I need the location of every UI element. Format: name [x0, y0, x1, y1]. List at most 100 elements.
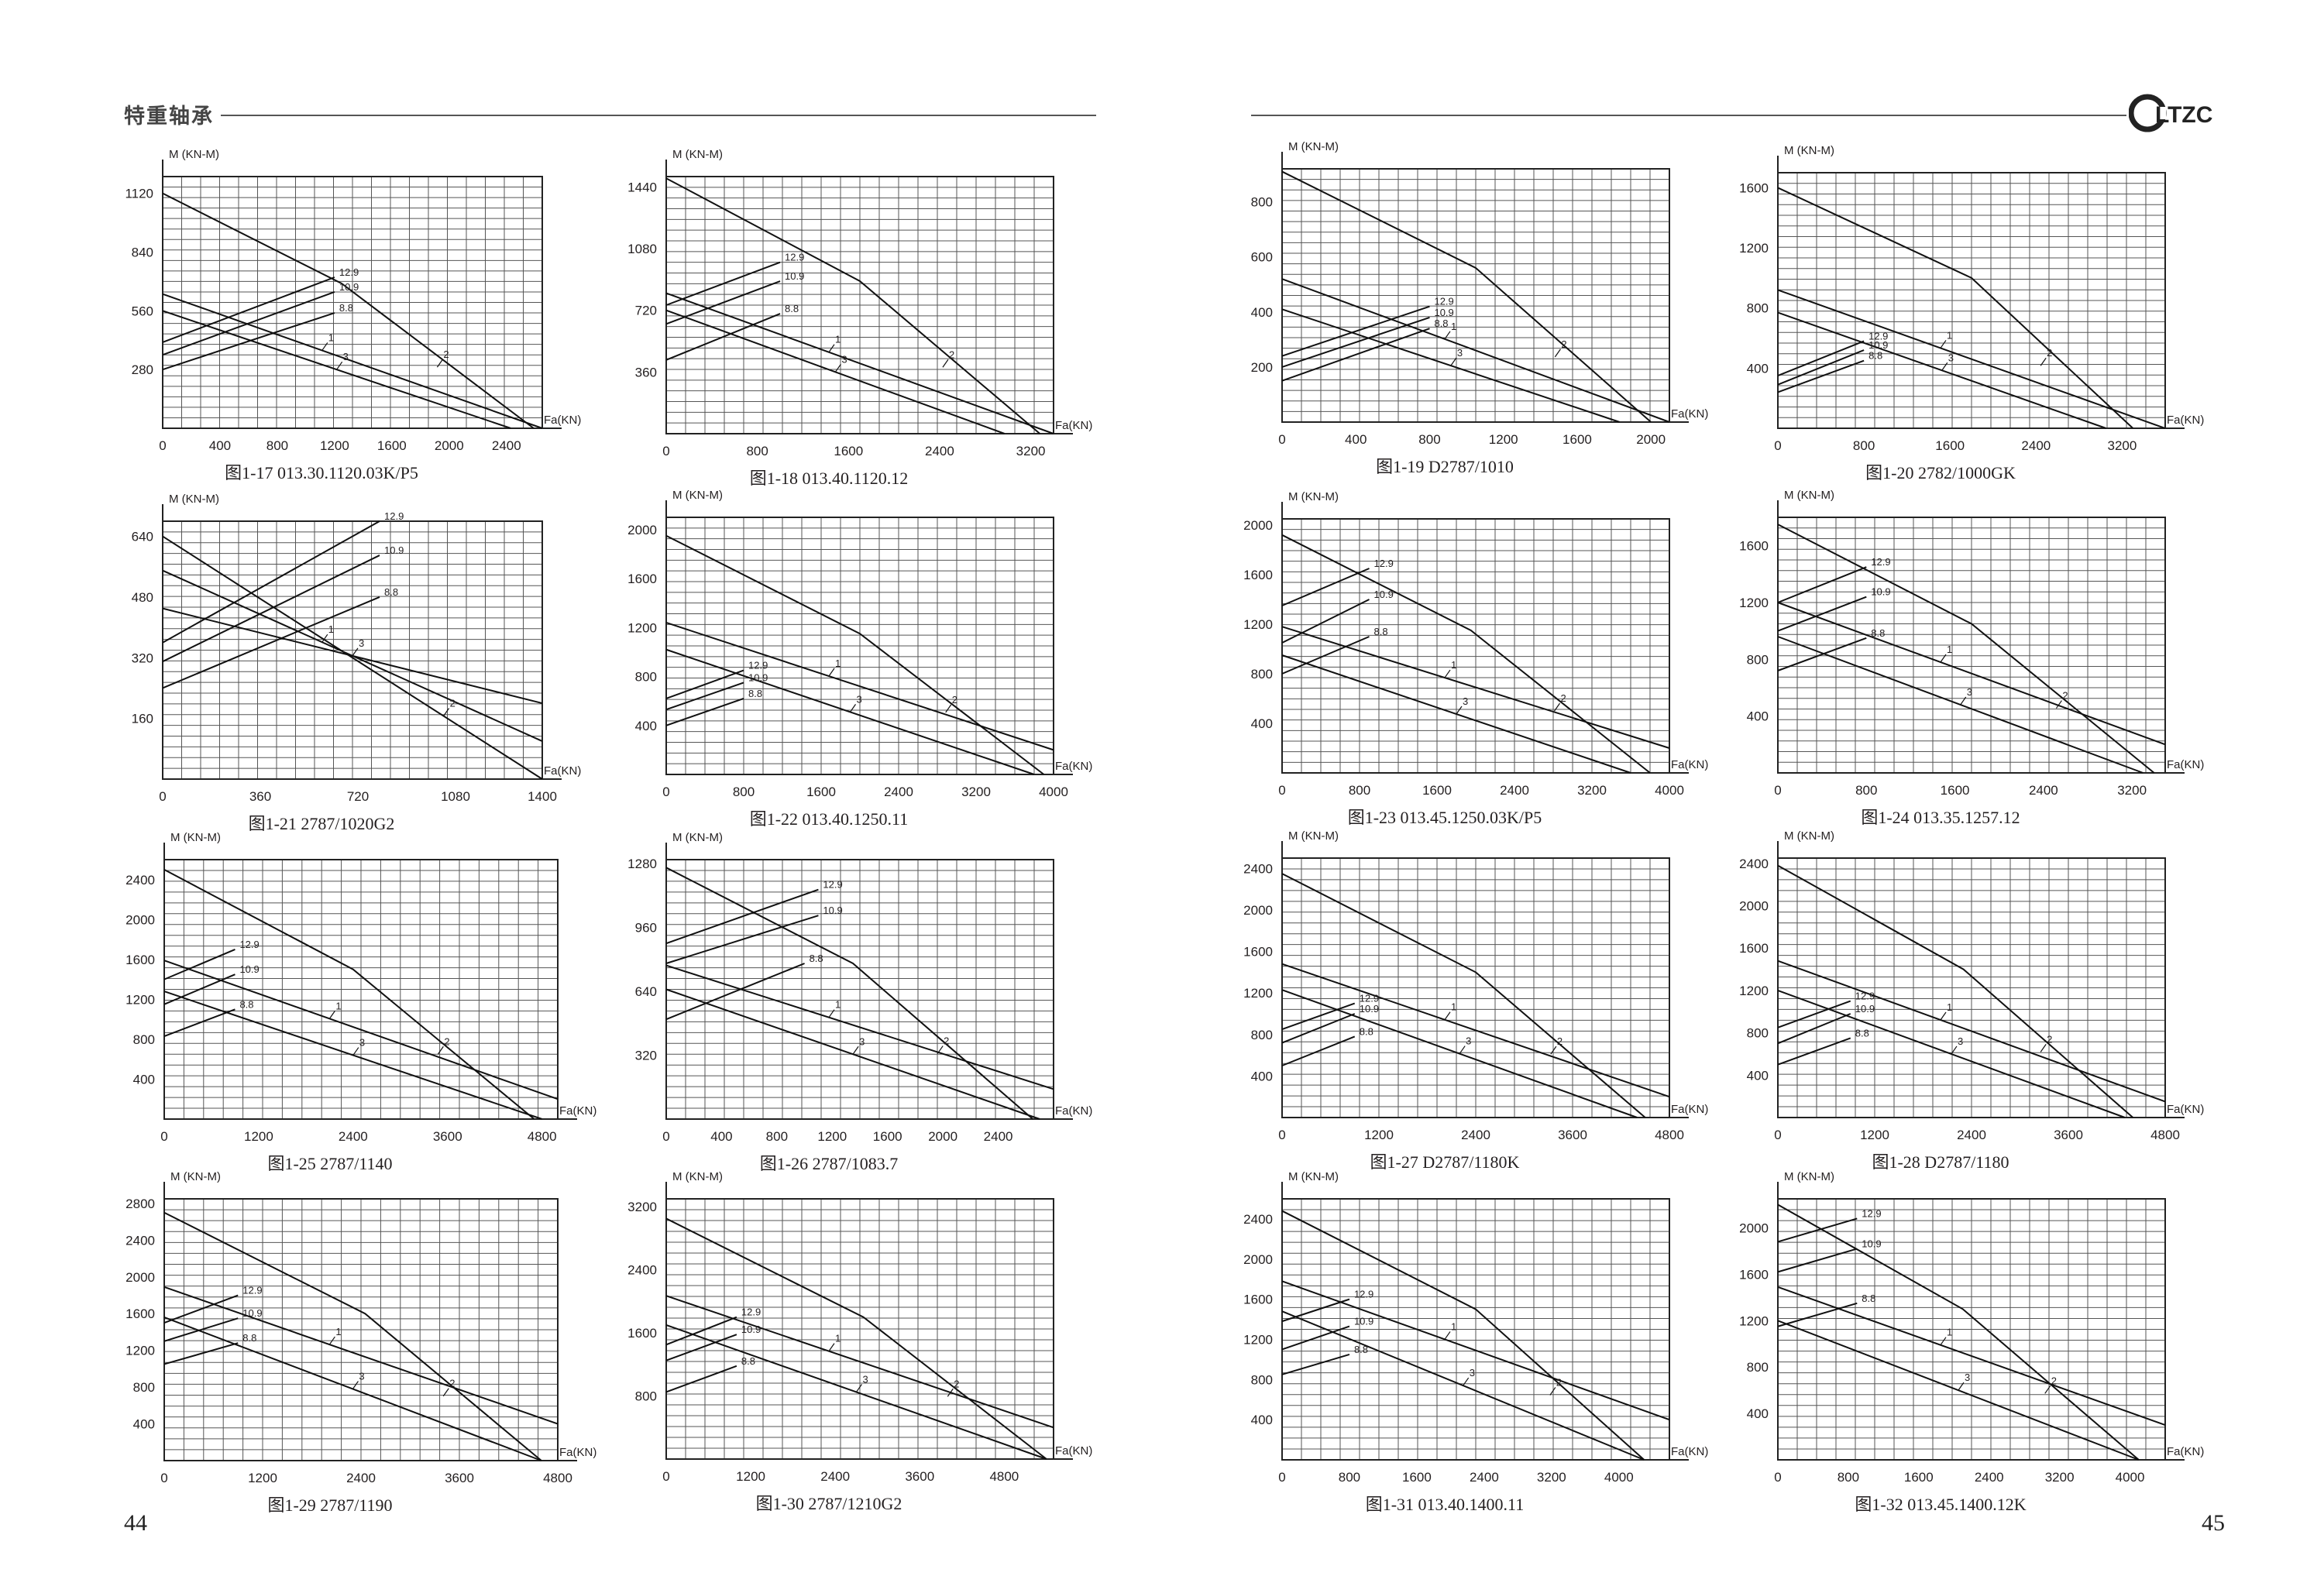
series-label-12.9: 12.9 — [239, 939, 259, 950]
series-line-8.8 — [1281, 636, 1370, 675]
series-line-3 — [665, 648, 1035, 775]
series-line-10.9 — [1281, 1325, 1350, 1351]
y-tick-label: 400 — [1251, 305, 1273, 320]
leader-line — [947, 1388, 954, 1397]
leader-line — [2055, 700, 2062, 709]
leader-line — [1550, 1046, 1557, 1055]
y-tick-label: 2000 — [125, 1270, 155, 1285]
leader-line — [828, 344, 835, 353]
series-line-2 — [1777, 524, 2155, 774]
x-tick-label: 1200 — [1364, 1128, 1394, 1142]
y-tick-label: 2000 — [1739, 899, 1769, 914]
leader-line — [2044, 1385, 2051, 1394]
x-tick-label: 1200 — [244, 1129, 273, 1144]
series-line-12.9 — [1281, 1002, 1356, 1031]
leader-line — [1456, 706, 1463, 715]
series-line-12.9 — [1281, 1298, 1350, 1323]
series-label-1: 1 — [835, 1333, 841, 1344]
x-tick-label: 1600 — [806, 785, 836, 799]
series-line-1 — [665, 622, 1054, 751]
series-label-3: 3 — [359, 637, 364, 649]
leader-line — [2040, 357, 2047, 366]
series-line-1 — [1281, 278, 1670, 423]
y-tick-label: 1280 — [627, 857, 657, 871]
leader-line — [852, 1046, 859, 1055]
y-tick-label: 1200 — [1739, 1313, 1769, 1328]
y-tick-label: 2400 — [1739, 857, 1769, 871]
x-tick-label: 1600 — [377, 438, 407, 453]
series-label-12.9: 12.9 — [1354, 1289, 1373, 1300]
x-tick-label: 1600 — [834, 444, 863, 458]
leader-line — [328, 1336, 335, 1345]
x-tick-label: 2400 — [984, 1129, 1013, 1144]
series-label-8.8: 8.8 — [1374, 626, 1388, 637]
x-tick-label: 2400 — [925, 444, 954, 458]
series-label-1: 1 — [328, 331, 334, 343]
x-tick-label: 0 — [1278, 783, 1285, 798]
x-tick-label: 1200 — [817, 1129, 847, 1144]
y-axis-label: M (KN-M) — [1784, 829, 1834, 843]
x-tick-label: 2400 — [884, 785, 913, 799]
chart-caption: 图1-17 013.30.1120.03K/P5 — [225, 463, 418, 482]
series-label-3: 3 — [1466, 1035, 1471, 1047]
x-tick-label: 800 — [266, 438, 288, 453]
series-label-2: 2 — [952, 694, 957, 706]
series-label-10.9: 10.9 — [1871, 586, 1890, 598]
y-tick-label: 1200 — [1739, 596, 1769, 610]
y-axis-label: M (KN-M) — [1288, 140, 1339, 153]
x-tick-label: 4800 — [543, 1471, 572, 1485]
leader-line — [937, 1046, 944, 1054]
x-tick-label: 1600 — [1941, 783, 1970, 798]
x-tick-label: 1600 — [1402, 1470, 1432, 1485]
series-line-2 — [1281, 1210, 1645, 1461]
series-label-3: 3 — [857, 693, 862, 705]
y-tick-label: 2400 — [1243, 1212, 1273, 1227]
x-tick-label: 800 — [1349, 783, 1370, 798]
x-axis-label: Fa(KN) — [1671, 1445, 1708, 1458]
brand-logo: LTZC — [2129, 94, 2212, 132]
series-line-12.9 — [1281, 568, 1370, 606]
series-label-3: 3 — [343, 351, 349, 362]
chart-1-19: M (KN-M) Fa(KN) 200 400 600 800 0 400 800 1200 160… — [1251, 140, 1709, 476]
series-label-3: 3 — [841, 353, 847, 365]
leader-line — [336, 361, 343, 370]
y-tick-label: 1600 — [1739, 539, 1769, 554]
series-line-8.8 — [162, 596, 380, 689]
y-axis-label: M (KN-M) — [672, 1170, 723, 1183]
y-tick-label: 200 — [1251, 360, 1273, 375]
series-label-2: 2 — [1557, 1035, 1563, 1047]
series-line-8.8 — [1777, 359, 1865, 393]
x-axis-label: Fa(KN) — [2167, 1445, 2204, 1458]
y-tick-label: 1600 — [627, 1326, 657, 1341]
y-axis-label: M (KN-M) — [672, 489, 723, 502]
series-label-1: 1 — [335, 1000, 341, 1011]
series-label-8.8: 8.8 — [785, 303, 799, 314]
chart-1-17: M (KN-M) Fa(KN) 280 560 840 1120 0 400 800 1200 16… — [125, 148, 581, 482]
series-line-2 — [1777, 864, 2133, 1118]
series-label-8.8: 8.8 — [1354, 1344, 1368, 1355]
series-label-10.9: 10.9 — [785, 270, 804, 282]
x-tick-label: 0 — [1774, 438, 1781, 453]
y-tick-label: 360 — [635, 365, 657, 379]
series-line-8.8 — [665, 963, 805, 1021]
x-tick-label: 4800 — [2150, 1128, 2180, 1142]
x-tick-label: 2000 — [928, 1129, 957, 1144]
x-tick-label: 1200 — [736, 1469, 765, 1484]
series-label-12.9: 12.9 — [748, 660, 768, 671]
leader-line — [1940, 340, 1947, 349]
x-tick-label: 1200 — [320, 438, 349, 453]
x-tick-label: 0 — [159, 438, 166, 453]
y-tick-label: 960 — [635, 921, 657, 936]
x-tick-label: 0 — [1278, 1128, 1285, 1142]
x-tick-label: 2400 — [1957, 1128, 1986, 1142]
series-label-2: 2 — [1556, 1376, 1562, 1388]
series-line-8.8 — [1777, 637, 1867, 671]
y-tick-label: 1200 — [1243, 1332, 1273, 1347]
y-tick-label: 1200 — [125, 1344, 155, 1358]
series-label-2: 2 — [944, 1035, 949, 1047]
leader-line — [352, 1047, 359, 1056]
x-tick-label: 1600 — [1935, 438, 1965, 453]
series-label-12.9: 12.9 — [1855, 991, 1875, 1002]
series-label-10.9: 10.9 — [1360, 1003, 1379, 1015]
series-line-12.9 — [665, 669, 744, 699]
